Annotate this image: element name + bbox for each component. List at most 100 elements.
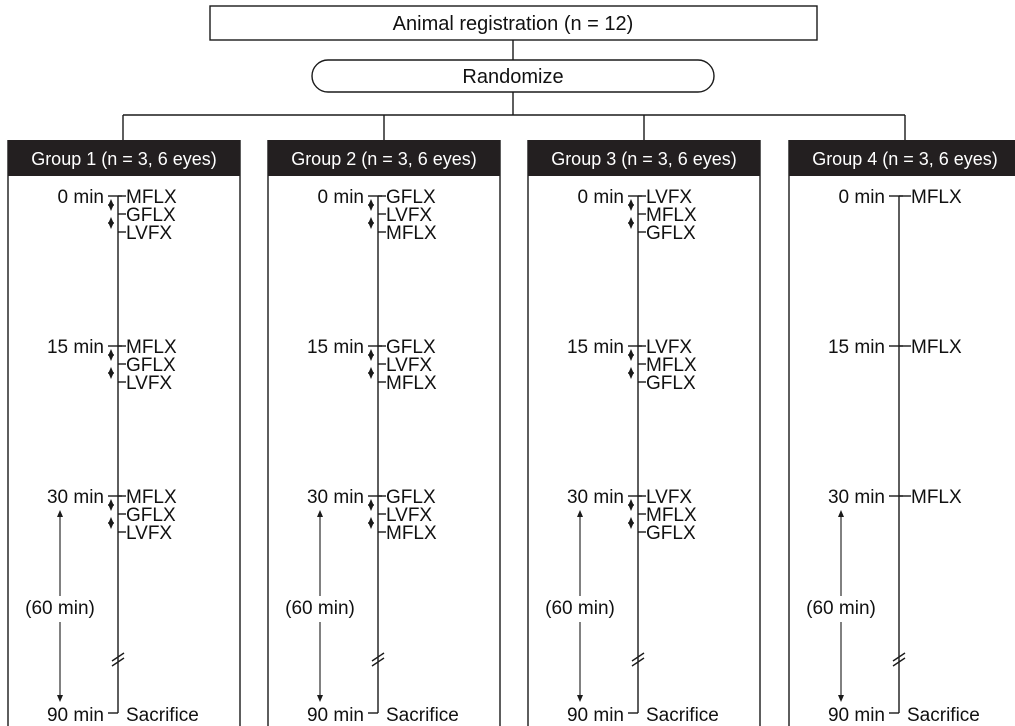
sixty-min-arrow-head bbox=[317, 510, 323, 517]
interval-arrow-head bbox=[368, 354, 374, 361]
interval-arrow-head bbox=[108, 354, 114, 361]
sacrifice-label: Sacrifice bbox=[907, 705, 980, 726]
drug-label: MFLX bbox=[911, 487, 962, 508]
time-label: 90 min bbox=[828, 705, 885, 726]
interval-label: (60 min) bbox=[806, 598, 876, 619]
interval-arrow-head bbox=[628, 354, 634, 361]
interval-arrow-head bbox=[368, 222, 374, 229]
break-mark bbox=[631, 652, 645, 662]
drug-label: LVFX bbox=[126, 223, 172, 244]
drug-label: LVFX bbox=[646, 337, 692, 358]
drug-label: MFLX bbox=[386, 523, 437, 544]
break-mark bbox=[631, 657, 645, 667]
time-label: 15 min bbox=[47, 337, 104, 358]
sacrifice-label: Sacrifice bbox=[386, 705, 459, 726]
time-label: 15 min bbox=[828, 337, 885, 358]
interval-arrow-head bbox=[108, 372, 114, 379]
interval-arrow-head bbox=[628, 522, 634, 529]
interval-arrow-head bbox=[368, 504, 374, 511]
drug-label: GFLX bbox=[386, 187, 436, 208]
sixty-min-arrow-head bbox=[577, 510, 583, 517]
interval-arrow-head bbox=[368, 204, 374, 211]
time-label: 90 min bbox=[47, 705, 104, 726]
drug-label: LVFX bbox=[386, 205, 432, 226]
randomize-label: Randomize bbox=[462, 66, 563, 88]
sixty-min-arrow-head bbox=[838, 510, 844, 517]
time-label: 15 min bbox=[567, 337, 624, 358]
drug-label: MFLX bbox=[126, 187, 177, 208]
group-title: Group 2 (n = 3, 6 eyes) bbox=[291, 149, 477, 169]
interval-arrow-head bbox=[628, 204, 634, 211]
drug-label: LVFX bbox=[386, 505, 432, 526]
group-title: Group 3 (n = 3, 6 eyes) bbox=[551, 149, 737, 169]
interval-arrow-head bbox=[108, 522, 114, 529]
drug-label: MFLX bbox=[911, 187, 962, 208]
drug-label: MFLX bbox=[911, 337, 962, 358]
group-3-column: Group 3 (n = 3, 6 eyes)0 min LVFXMFLXGFLX… bbox=[527, 140, 761, 726]
time-label: 30 min bbox=[307, 487, 364, 508]
interval-arrow-head bbox=[368, 372, 374, 379]
break-mark bbox=[111, 657, 125, 667]
drug-label: LVFX bbox=[126, 373, 172, 394]
group-title: Group 1 (n = 3, 6 eyes) bbox=[31, 149, 217, 169]
drug-label: LVFX bbox=[126, 523, 172, 544]
time-label: 15 min bbox=[307, 337, 364, 358]
time-label: 30 min bbox=[828, 487, 885, 508]
group-1-column: Group 1 (n = 3, 6 eyes)0 min MFLXGFLXLVFX… bbox=[7, 140, 241, 726]
drug-label: MFLX bbox=[646, 205, 697, 226]
drug-label: LVFX bbox=[386, 355, 432, 376]
drug-label: GFLX bbox=[386, 337, 436, 358]
group-header bbox=[528, 140, 760, 176]
interval-arrow-head bbox=[628, 504, 634, 511]
break-mark bbox=[892, 657, 906, 667]
drug-label: GFLX bbox=[126, 505, 176, 526]
group-title: Group 4 (n = 3, 6 eyes) bbox=[812, 149, 998, 169]
drug-label: MFLX bbox=[386, 223, 437, 244]
group-4-column: Group 4 (n = 3, 6 eyes) 0 min MFLX 15 min MF… bbox=[788, 140, 1015, 726]
interval-label: (60 min) bbox=[545, 598, 615, 619]
drug-label: MFLX bbox=[126, 337, 177, 358]
drug-label: LVFX bbox=[646, 187, 692, 208]
drug-label: GFLX bbox=[126, 355, 176, 376]
break-mark bbox=[892, 652, 906, 662]
sacrifice-label: Sacrifice bbox=[646, 705, 719, 726]
interval-arrow-head bbox=[628, 222, 634, 229]
interval-arrow-head bbox=[108, 222, 114, 229]
group-header bbox=[8, 140, 240, 176]
time-label: 0 min bbox=[839, 187, 885, 208]
time-label: 30 min bbox=[47, 487, 104, 508]
time-label: 0 min bbox=[58, 187, 104, 208]
sixty-min-arrow-head bbox=[838, 695, 844, 702]
drug-label: MFLX bbox=[386, 373, 437, 394]
break-mark bbox=[111, 652, 125, 662]
branch-connector bbox=[122, 114, 906, 140]
drug-label: LVFX bbox=[646, 487, 692, 508]
time-label: 30 min bbox=[567, 487, 624, 508]
interval-arrow-head bbox=[628, 372, 634, 379]
drug-label: MFLX bbox=[126, 487, 177, 508]
group-2-column: Group 2 (n = 3, 6 eyes)0 min GFLXLVFXMFLX… bbox=[267, 140, 501, 726]
interval-arrow-head bbox=[368, 522, 374, 529]
registration-box bbox=[209, 5, 818, 41]
drug-label: GFLX bbox=[646, 223, 696, 244]
drug-label: MFLX bbox=[646, 505, 697, 526]
interval-arrow-head bbox=[108, 504, 114, 511]
time-label: 0 min bbox=[578, 187, 624, 208]
drug-label: GFLX bbox=[646, 523, 696, 544]
interval-arrow-head bbox=[108, 204, 114, 211]
time-label: 90 min bbox=[307, 705, 364, 726]
sacrifice-label: Sacrifice bbox=[126, 705, 199, 726]
drug-label: MFLX bbox=[646, 355, 697, 376]
drug-label: GFLX bbox=[126, 205, 176, 226]
interval-label: (60 min) bbox=[25, 598, 95, 619]
time-label: 90 min bbox=[567, 705, 624, 726]
time-label: 0 min bbox=[318, 187, 364, 208]
break-mark bbox=[371, 657, 385, 667]
group-header bbox=[268, 140, 500, 176]
sixty-min-arrow-head bbox=[317, 695, 323, 702]
break-mark bbox=[371, 652, 385, 662]
sixty-min-arrow-head bbox=[577, 695, 583, 702]
sixty-min-arrow-head bbox=[57, 510, 63, 517]
sixty-min-arrow-head bbox=[57, 695, 63, 702]
